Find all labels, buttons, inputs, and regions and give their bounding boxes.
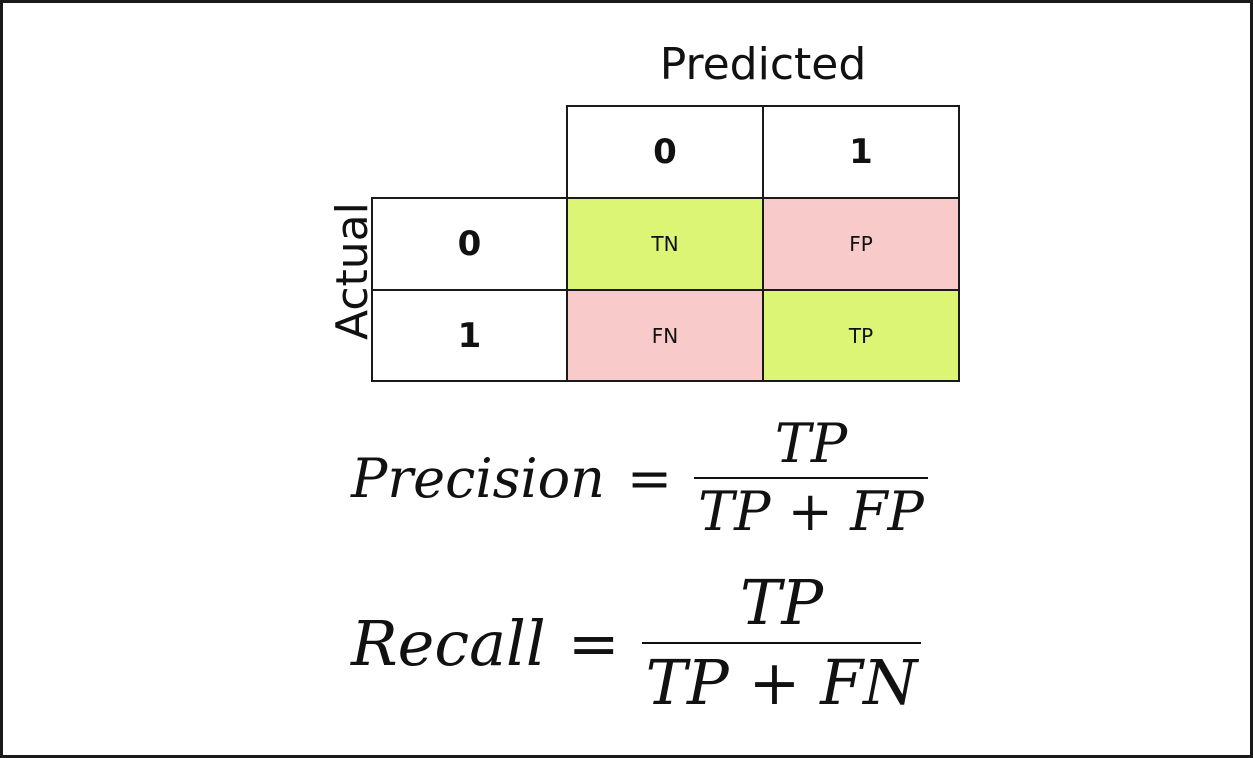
recall-fraction-bar (641, 642, 922, 644)
recall-denominator-term-a: TP (645, 646, 729, 719)
recall-formula: Recall = TP TP + FN (351, 563, 922, 723)
actual-class-0-header: 0 (371, 197, 568, 291)
predicted-axis-label: Predicted (659, 39, 867, 90)
false-negative-cell: FN (566, 289, 764, 382)
precision-denominator-term-a: TP (698, 480, 771, 543)
actual-class-1-header: 1 (371, 289, 568, 382)
recall-equals: = (567, 606, 620, 680)
precision-plus: + (787, 480, 833, 543)
recall-lhs: Recall (351, 606, 546, 680)
precision-denominator-term-b: FP (850, 480, 924, 543)
precision-denominator: TP + FP (694, 479, 928, 539)
true-negative-cell: TN (566, 197, 764, 291)
recall-numerator: TP (740, 566, 824, 639)
recall-fraction: TP TP + FN (641, 566, 922, 714)
false-positive-cell: FP (762, 197, 960, 291)
precision-fraction-bar (694, 477, 928, 479)
recall-denominator: TP + FN (642, 644, 922, 714)
precision-numerator: TP (774, 412, 848, 475)
precision-fraction: TP TP + FP (694, 417, 928, 539)
recall-denominator-term-b: FN (820, 646, 918, 719)
predicted-class-0-header: 0 (566, 105, 764, 199)
precision-equals: = (626, 446, 673, 510)
precision-formula: Precision = TP TP + FP (351, 408, 928, 548)
recall-plus: + (748, 646, 801, 719)
true-positive-cell: TP (762, 289, 960, 382)
predicted-class-1-header: 1 (762, 105, 960, 199)
precision-lhs: Precision (351, 446, 605, 510)
